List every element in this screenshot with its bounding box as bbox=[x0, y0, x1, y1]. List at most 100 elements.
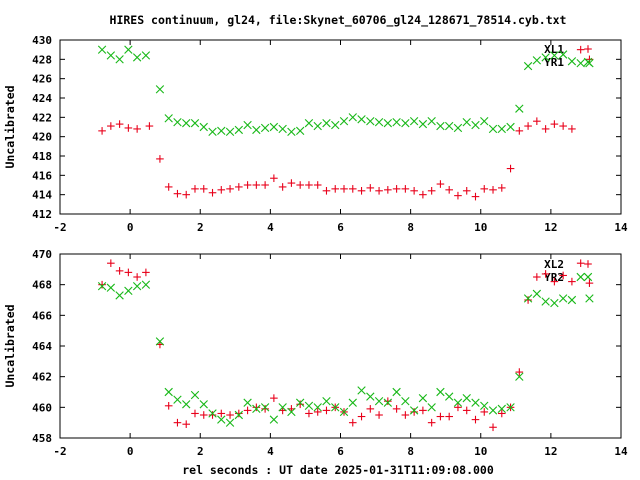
top-point-yr1 bbox=[252, 125, 261, 135]
bottom-point-yr2 bbox=[427, 403, 436, 412]
bottom-point-xl2 bbox=[235, 409, 243, 418]
bottom-ytick-label: 470 bbox=[32, 248, 52, 261]
top-point-yr1 bbox=[488, 124, 498, 134]
top-point-yr1 bbox=[453, 123, 463, 133]
top-point-yr1 bbox=[523, 61, 533, 71]
bottom-point-xl2 bbox=[313, 408, 322, 416]
top-point-xl1 bbox=[107, 122, 115, 130]
top-ytick-label: 414 bbox=[32, 189, 52, 202]
bottom-point-yr2 bbox=[278, 403, 287, 412]
top-ytick-label: 426 bbox=[32, 73, 52, 86]
top-point-xl1 bbox=[145, 122, 154, 130]
top-point-xl1 bbox=[182, 190, 191, 199]
bottom-point-xl2 bbox=[173, 418, 182, 427]
bottom-point-yr2 bbox=[392, 387, 401, 397]
top-point-yr1 bbox=[576, 59, 585, 68]
top-ytick-label: 416 bbox=[32, 169, 52, 182]
legend-marker-yr1 bbox=[583, 57, 593, 67]
bottom-point-xl2 bbox=[366, 405, 375, 413]
bottom-plot-ylabel: Uncalibrated bbox=[3, 304, 17, 387]
top-point-yr1 bbox=[339, 117, 349, 126]
bottom-point-yr2 bbox=[409, 406, 419, 415]
bottom-point-yr2 bbox=[322, 397, 331, 406]
bottom-point-xl2 bbox=[541, 270, 550, 278]
bottom-point-yr2 bbox=[141, 280, 151, 289]
top-xtick-label: 14 bbox=[614, 221, 628, 234]
bottom-point-yr2 bbox=[331, 403, 340, 412]
bottom-point-xl2 bbox=[107, 259, 115, 267]
bottom-point-yr2 bbox=[208, 409, 217, 418]
top-point-yr1 bbox=[550, 51, 559, 60]
bottom-point-xl2 bbox=[550, 277, 559, 286]
bottom-point-yr2 bbox=[445, 392, 454, 401]
top-point-yr1 bbox=[515, 104, 524, 113]
bottom-point-yr2 bbox=[173, 395, 182, 404]
bottom-point-xl2 bbox=[462, 406, 471, 415]
bottom-point-xl2 bbox=[445, 412, 453, 421]
bottom-xtick-label: 0 bbox=[127, 445, 134, 458]
top-point-yr1 bbox=[124, 45, 133, 54]
bottom-xtick-label: 6 bbox=[337, 445, 344, 458]
top-point-xl1 bbox=[261, 181, 269, 189]
bottom-point-xl2 bbox=[252, 403, 261, 412]
top-point-xl1 bbox=[164, 183, 173, 191]
bottom-point-yr2 bbox=[190, 390, 200, 400]
bottom-point-xl2 bbox=[322, 406, 331, 415]
top-point-yr1 bbox=[278, 124, 287, 134]
bottom-point-yr2 bbox=[269, 415, 279, 424]
top-point-xl1 bbox=[471, 192, 480, 201]
top-plot-ylabel: Uncalibrated bbox=[3, 85, 17, 168]
bottom-point-xl2 bbox=[568, 277, 576, 286]
top-point-xl1 bbox=[243, 181, 252, 189]
top-point-yr1 bbox=[427, 117, 436, 126]
bottom-point-yr2 bbox=[401, 397, 410, 406]
bottom-point-xl2 bbox=[480, 408, 489, 416]
bottom-ytick-label: 466 bbox=[32, 309, 52, 322]
top-point-yr1 bbox=[182, 118, 191, 128]
top-xtick-label: 0 bbox=[127, 221, 134, 234]
top-point-xl1 bbox=[115, 120, 124, 128]
top-plot-legend: XL1 YR1 bbox=[544, 43, 564, 69]
bottom-point-yr2 bbox=[567, 295, 577, 305]
bottom-point-yr2 bbox=[155, 337, 165, 346]
top-point-yr1 bbox=[225, 127, 235, 137]
bottom-point-xl2 bbox=[142, 268, 150, 277]
bottom-point-yr2 bbox=[243, 398, 252, 407]
top-point-xl1 bbox=[199, 185, 208, 193]
top-point-yr1 bbox=[132, 53, 142, 62]
bottom-point-yr2 bbox=[471, 398, 480, 407]
bottom-point-xl2 bbox=[489, 423, 497, 432]
bottom-point-yr2 bbox=[506, 403, 515, 412]
bottom-point-xl2 bbox=[471, 415, 480, 424]
bottom-point-yr2 bbox=[541, 297, 550, 306]
top-xtick-label: 8 bbox=[407, 221, 414, 234]
legend-label-xl2: XL2 bbox=[544, 258, 564, 271]
top-point-xl1 bbox=[392, 185, 401, 193]
top-xtick-label: 6 bbox=[337, 221, 344, 234]
bottom-point-xl2 bbox=[296, 400, 304, 409]
top-point-xl1 bbox=[98, 127, 106, 135]
top-point-yr1 bbox=[558, 50, 568, 59]
bottom-point-yr2 bbox=[304, 401, 314, 410]
top-point-xl1 bbox=[305, 181, 313, 189]
bottom-point-xl2 bbox=[401, 411, 410, 419]
bottom-point-xl2 bbox=[182, 420, 191, 428]
top-point-yr1 bbox=[497, 124, 506, 134]
bottom-point-xl2 bbox=[226, 411, 234, 419]
bottom-point-yr2 bbox=[295, 398, 305, 407]
legend-label-yr1: YR1 bbox=[544, 56, 564, 69]
top-point-yr1 bbox=[331, 120, 340, 130]
top-point-xl1 bbox=[568, 125, 576, 133]
top-point-xl1 bbox=[270, 174, 278, 183]
bottom-point-yr2 bbox=[523, 294, 533, 303]
top-point-xl1 bbox=[506, 164, 515, 173]
top-point-yr1 bbox=[199, 122, 208, 132]
bottom-point-yr2 bbox=[313, 403, 322, 412]
bottom-point-xl2 bbox=[392, 405, 401, 413]
legend-marker-xl2 bbox=[584, 260, 592, 268]
top-xtick-label: 4 bbox=[267, 221, 274, 234]
top-point-yr1 bbox=[357, 115, 366, 124]
bottom-point-yr2 bbox=[106, 283, 116, 292]
bottom-point-yr2 bbox=[225, 418, 235, 427]
top-point-yr1 bbox=[462, 117, 471, 127]
